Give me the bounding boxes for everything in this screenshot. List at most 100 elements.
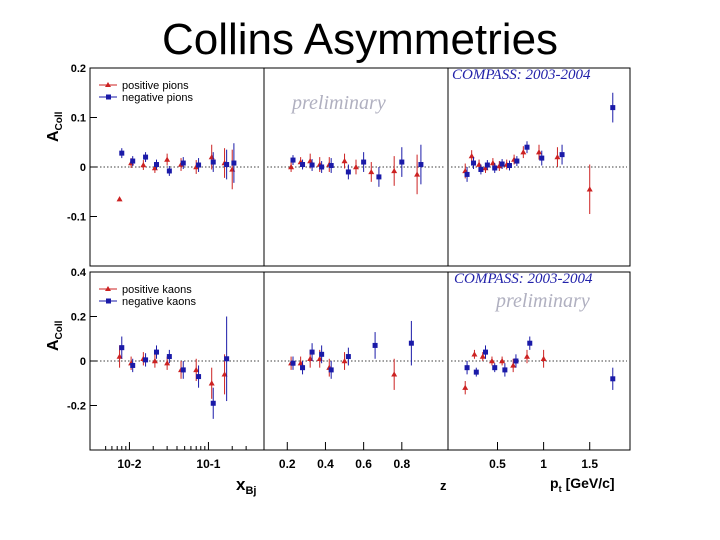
data-point-square [464,365,470,371]
legend-marker-square [106,94,111,100]
watermark: preliminary [494,290,590,312]
legend-label: positive kaons [122,284,192,296]
y-axis-label-main: A [45,339,62,351]
data-point-square [376,174,382,180]
data-point-triangle [488,358,495,364]
data-point-square [153,162,159,168]
y-axis-label: AColl [45,111,65,142]
data-point-square [300,365,306,371]
data-point-square [328,367,334,373]
data-point-triangle [520,149,527,155]
watermark: preliminary [290,92,386,114]
data-point-square [345,169,351,175]
chart-title: COMPASS: 2003-2004 [452,67,591,83]
data-point-square [210,400,216,406]
data-point-triangle [193,366,200,373]
x-tick-label: 10-2 [117,457,141,471]
data-point-square [119,345,125,351]
data-point-square [473,369,479,375]
x-tick-label: 1.5 [581,457,598,471]
data-point-square [166,354,172,360]
data-point-square [319,164,325,170]
data-point-triangle [554,154,561,160]
data-point-square [361,159,367,165]
data-point-square [196,162,202,168]
data-point-square [300,162,306,168]
data-point-square [143,154,149,160]
data-point-square [372,342,378,348]
data-point-square [130,362,136,368]
data-point-square [478,166,484,172]
y-axis-label-sub: Coll [54,320,65,339]
data-point-triangle [208,154,215,160]
data-point-square [180,160,186,166]
y-tick-label: 0 [80,162,86,174]
data-point-square [290,360,296,366]
data-point-square [166,168,172,174]
data-point-square [153,349,159,355]
data-point-square [399,159,405,165]
data-point-square [345,354,351,360]
data-point-square [119,150,125,156]
x-axis-label-xbj: xBj [236,475,256,497]
data-point-triangle [368,168,375,175]
data-point-square [328,163,334,169]
data-point-square [143,357,149,363]
x-tick-label: 0.6 [355,457,372,471]
data-point-square [309,349,315,355]
data-point-square [610,376,616,382]
data-point-triangle [510,362,517,368]
data-point-triangle [288,164,295,170]
data-point-triangle [468,153,475,159]
data-point-triangle [524,353,531,359]
data-point-square [471,160,477,166]
y-tick-label: 0.4 [71,267,87,279]
x-tick-label: 0.2 [279,457,296,471]
data-point-square [539,155,545,161]
chart-title: COMPASS: 2003-2004 [454,271,593,287]
data-point-square [527,340,533,346]
data-point-square [502,367,508,373]
data-point-triangle [353,164,359,170]
legend-marker-square [106,298,111,304]
data-point-square [492,165,498,171]
data-point-triangle [116,353,123,359]
data-point-triangle [140,162,147,168]
data-point-square [408,340,414,346]
data-point-square [319,351,325,357]
y-axis-label: AColl [45,320,65,351]
x-axis-label-unit: [GeV/c] [566,475,615,491]
data-point-triangle [496,163,503,169]
data-point-square [224,356,230,362]
data-point-triangle [499,358,506,364]
data-point-triangle [391,167,398,174]
x-axis-label-z: z [440,478,447,493]
y-tick-label: 0 [80,356,86,368]
data-point-triangle [586,186,593,192]
y-tick-label: -0.2 [67,401,86,413]
x-tick-label: 1 [540,457,547,471]
data-point-square [513,358,519,364]
data-point-square [290,157,296,163]
data-point-triangle [116,196,123,202]
y-axis-label-sub: Coll [54,111,65,130]
legend-label: negative kaons [122,296,196,308]
data-point-square [210,159,216,165]
y-tick-label: 0.2 [71,63,86,75]
data-point-square [130,158,136,164]
data-point-square [492,365,498,371]
legend-label: negative pions [122,92,193,104]
data-point-square [418,162,424,168]
x-tick-label: 0.8 [393,457,410,471]
data-point-square [483,349,489,355]
data-point-triangle [164,360,171,366]
y-tick-label: 0.1 [71,113,86,125]
y-tick-label: 0.2 [71,312,86,324]
x-axis-label-pt: pt [GeV/c] [550,475,615,494]
data-point-square [499,161,505,167]
x-axis-label-sub: Bj [245,485,256,497]
x-tick-label: 10-1 [196,457,220,471]
data-point-square [514,158,520,164]
data-point-triangle [341,158,348,164]
